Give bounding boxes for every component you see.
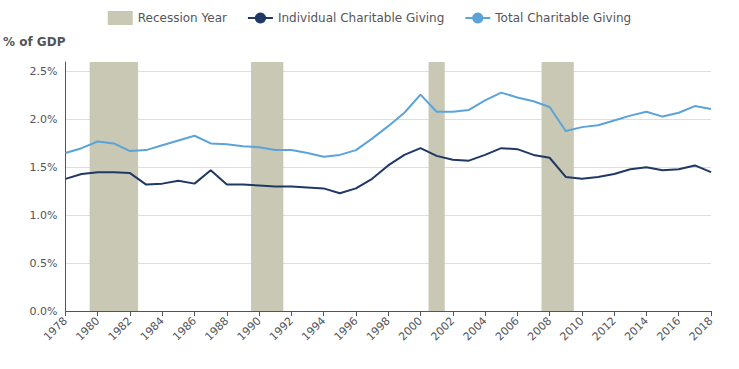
svg-text:Recession Year: Recession Year bbox=[138, 11, 227, 25]
svg-text:2010: 2010 bbox=[558, 314, 587, 343]
svg-text:1998: 1998 bbox=[364, 314, 393, 343]
svg-text:2000: 2000 bbox=[396, 314, 425, 343]
svg-text:0.5%: 0.5% bbox=[29, 257, 57, 270]
svg-text:1984: 1984 bbox=[138, 314, 167, 343]
svg-text:1.0%: 1.0% bbox=[29, 209, 57, 222]
svg-text:2014: 2014 bbox=[622, 314, 651, 343]
svg-text:2018: 2018 bbox=[687, 314, 716, 343]
svg-text:2004: 2004 bbox=[461, 314, 490, 343]
svg-text:1.5%: 1.5% bbox=[29, 161, 57, 174]
svg-text:1988: 1988 bbox=[202, 314, 231, 343]
svg-text:1982: 1982 bbox=[106, 314, 135, 343]
svg-text:0.0%: 0.0% bbox=[29, 305, 57, 318]
svg-text:Total Charitable Giving: Total Charitable Giving bbox=[494, 11, 631, 25]
svg-text:% of GDP: % of GDP bbox=[3, 35, 66, 49]
svg-text:2012: 2012 bbox=[590, 314, 619, 343]
svg-text:Individual Charitable Giving: Individual Charitable Giving bbox=[278, 11, 444, 25]
svg-text:2002: 2002 bbox=[428, 314, 457, 343]
svg-text:1994: 1994 bbox=[299, 314, 328, 343]
svg-text:2016: 2016 bbox=[654, 314, 683, 343]
svg-text:1986: 1986 bbox=[170, 314, 199, 343]
svg-text:2.0%: 2.0% bbox=[29, 113, 57, 126]
svg-text:1978: 1978 bbox=[41, 314, 70, 343]
svg-text:1980: 1980 bbox=[73, 314, 102, 343]
svg-text:1992: 1992 bbox=[267, 314, 296, 343]
svg-text:1990: 1990 bbox=[235, 314, 264, 343]
svg-text:2008: 2008 bbox=[525, 314, 554, 343]
svg-text:2006: 2006 bbox=[493, 314, 522, 343]
svg-text:1996: 1996 bbox=[332, 314, 361, 343]
svg-text:2.5%: 2.5% bbox=[29, 65, 57, 78]
